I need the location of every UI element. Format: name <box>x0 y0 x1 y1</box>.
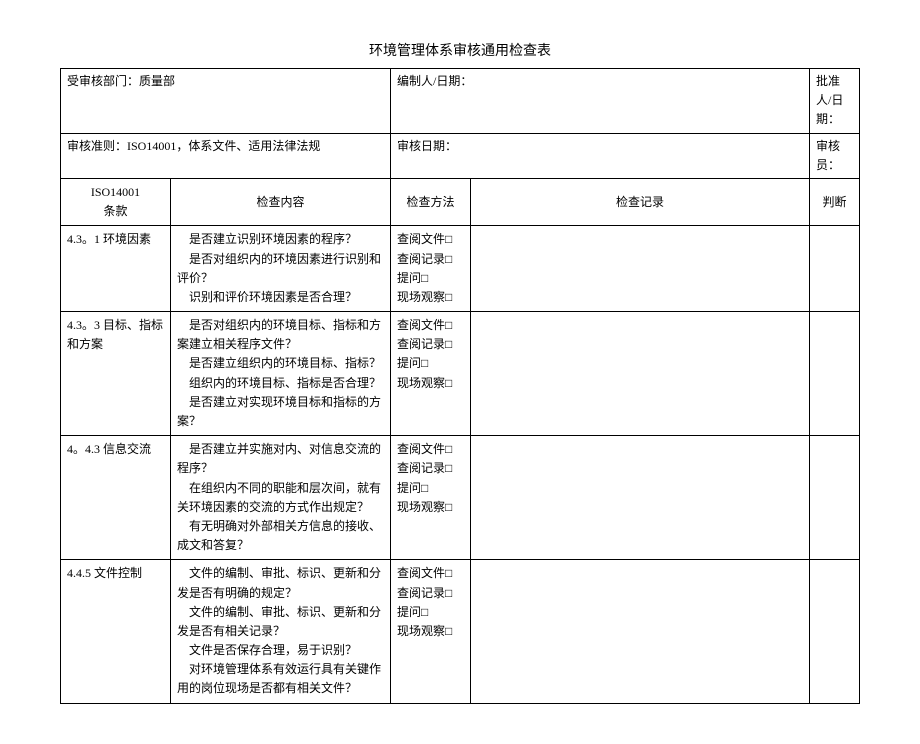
judge-cell <box>810 226 860 312</box>
judge-cell <box>810 560 860 703</box>
method-line: 查阅记录□ <box>397 584 464 603</box>
clause-cell: 4.4.5 文件控制 <box>61 560 171 703</box>
approved-label: 批准人/日期： <box>816 74 843 126</box>
method-line: 现场观察□ <box>397 498 464 517</box>
page-title: 环境管理体系审核通用检查表 <box>60 40 860 60</box>
method-line: 查阅记录□ <box>397 250 464 269</box>
method-line: 查阅记录□ <box>397 459 464 478</box>
record-cell <box>471 312 810 436</box>
col-record-header: 检查记录 <box>471 178 810 225</box>
method-line: 查阅文件□ <box>397 230 464 249</box>
prepared-label: 编制人/日期： <box>397 74 472 88</box>
content-line: 对环境管理体系有效运行具有关键作用的岗位现场是否都有相关文件？ <box>177 660 384 698</box>
method-line: 提问□ <box>397 354 464 373</box>
content-line: 文件的编制、审批、标识、更新和分发是否有明确的规定？ <box>177 564 384 602</box>
record-cell <box>471 436 810 560</box>
content-line: 有无明确对外部相关方信息的接收、成文和答复？ <box>177 517 384 555</box>
header-row-2: 审核准则：ISO14001，体系文件、适用法律法规 审核日期： 审核员： <box>61 133 860 178</box>
audit-date-label: 审核日期： <box>397 139 457 153</box>
content-line: 是否建立识别环境因素的程序？ <box>177 230 384 249</box>
method-line: 查阅文件□ <box>397 440 464 459</box>
approved-cell: 批准人/日期： <box>810 69 860 134</box>
col-content-header: 检查内容 <box>171 178 391 225</box>
method-cell: 查阅文件□ 查阅记录□ 提问□ 现场观察□ <box>391 226 471 312</box>
auditor-cell: 审核员： <box>810 133 860 178</box>
content-cell: 是否建立并实施对内、对信息交流的程序？ 在组织内不同的职能和层次间，就有关环境因… <box>171 436 391 560</box>
table-row: 4.3。1 环境因素 是否建立识别环境因素的程序？ 是否对组织内的环境因素进行识… <box>61 226 860 312</box>
content-line: 是否建立并实施对内、对信息交流的程序？ <box>177 440 384 478</box>
method-line: 提问□ <box>397 269 464 288</box>
dept-value: 质量部 <box>139 74 175 88</box>
criteria-label: 审核准则： <box>67 139 127 153</box>
column-header-row: ISO14001 条款 检查内容 检查方法 检查记录 判断 <box>61 178 860 225</box>
method-cell: 查阅文件□ 查阅记录□ 提问□ 现场观察□ <box>391 436 471 560</box>
prepared-cell: 编制人/日期： <box>391 69 810 134</box>
method-line: 查阅文件□ <box>397 564 464 583</box>
method-cell: 查阅文件□ 查阅记录□ 提问□ 现场观察□ <box>391 312 471 436</box>
col-judge-header: 判断 <box>810 178 860 225</box>
content-cell: 是否建立识别环境因素的程序？ 是否对组织内的环境因素进行识别和评价？ 识别和评价… <box>171 226 391 312</box>
content-line: 是否对组织内的环境因素进行识别和评价？ <box>177 250 384 288</box>
method-line: 查阅文件□ <box>397 316 464 335</box>
content-line: 识别和评价环境因素是否合理？ <box>177 288 384 307</box>
content-cell: 文件的编制、审批、标识、更新和分发是否有明确的规定？ 文件的编制、审批、标识、更… <box>171 560 391 703</box>
criteria-value: ISO14001，体系文件、适用法律法规 <box>127 139 320 153</box>
col-method-header: 检查方法 <box>391 178 471 225</box>
header-row-1: 受审核部门：质量部 编制人/日期： 批准人/日期： <box>61 69 860 134</box>
method-line: 提问□ <box>397 603 464 622</box>
method-line: 现场观察□ <box>397 374 464 393</box>
method-cell: 查阅文件□ 查阅记录□ 提问□ 现场观察□ <box>391 560 471 703</box>
method-line: 提问□ <box>397 479 464 498</box>
clause-cell: 4.3。3 目标、指标和方案 <box>61 312 171 436</box>
record-cell <box>471 560 810 703</box>
col-clause-header: ISO14001 条款 <box>61 178 171 225</box>
auditor-label: 审核员： <box>816 139 840 172</box>
content-line: 是否建立组织内的环境目标、指标？ <box>177 354 384 373</box>
dept-cell: 受审核部门：质量部 <box>61 69 391 134</box>
criteria-cell: 审核准则：ISO14001，体系文件、适用法律法规 <box>61 133 391 178</box>
content-line: 文件的编制、审批、标识、更新和分发是否有相关记录？ <box>177 603 384 641</box>
audit-table: 受审核部门：质量部 编制人/日期： 批准人/日期： 审核准则：ISO14001，… <box>60 68 860 704</box>
content-cell: 是否对组织内的环境目标、指标和方案建立相关程序文件？ 是否建立组织内的环境目标、… <box>171 312 391 436</box>
content-line: 在组织内不同的职能和层次间，就有关环境因素的交流的方式作出规定？ <box>177 479 384 517</box>
table-row: 4.3。3 目标、指标和方案 是否对组织内的环境目标、指标和方案建立相关程序文件… <box>61 312 860 436</box>
record-cell <box>471 226 810 312</box>
method-line: 查阅记录□ <box>397 335 464 354</box>
table-row: 4.4.5 文件控制 文件的编制、审批、标识、更新和分发是否有明确的规定？ 文件… <box>61 560 860 703</box>
clause-cell: 4.3。1 环境因素 <box>61 226 171 312</box>
judge-cell <box>810 312 860 436</box>
audit-date-cell: 审核日期： <box>391 133 810 178</box>
judge-cell <box>810 436 860 560</box>
content-line: 是否对组织内的环境目标、指标和方案建立相关程序文件？ <box>177 316 384 354</box>
method-line: 现场观察□ <box>397 288 464 307</box>
method-line: 现场观察□ <box>397 622 464 641</box>
clause-cell: 4。4.3 信息交流 <box>61 436 171 560</box>
content-line: 是否建立对实现环境目标和指标的方案？ <box>177 393 384 431</box>
dept-label: 受审核部门： <box>67 74 139 88</box>
content-line: 组织内的环境目标、指标是否合理？ <box>177 374 384 393</box>
table-row: 4。4.3 信息交流 是否建立并实施对内、对信息交流的程序？ 在组织内不同的职能… <box>61 436 860 560</box>
